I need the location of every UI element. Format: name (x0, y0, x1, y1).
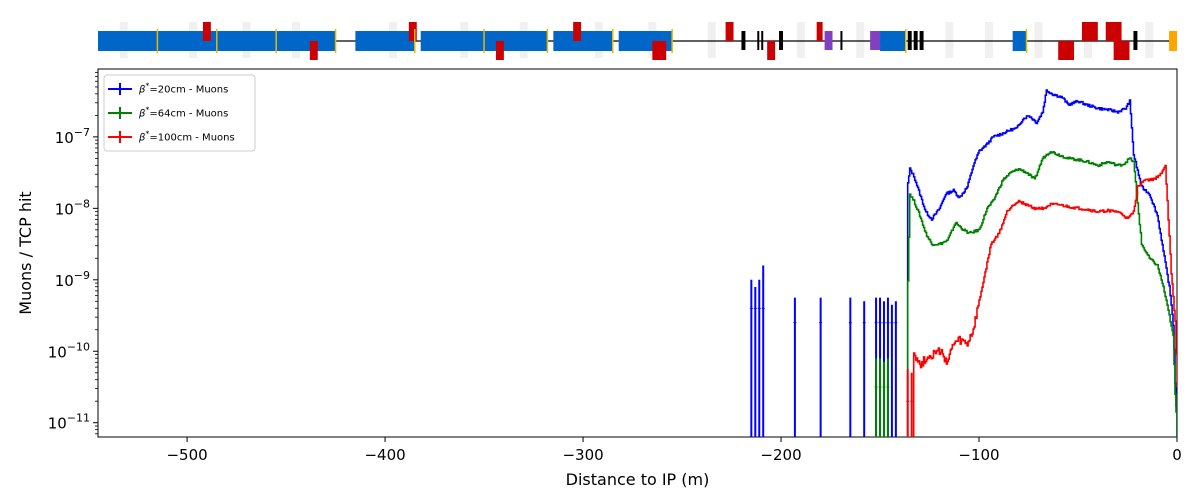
beamline-element-red (495, 41, 504, 60)
beamline-spacer (856, 22, 865, 58)
beamline-layout-strip (98, 22, 1177, 60)
legend-beta: β (138, 133, 146, 144)
y-tick-exponent: −9 (74, 269, 90, 282)
y-axis-label: Muons / TCP hit (16, 191, 35, 314)
y-tick-base: 10 (55, 200, 74, 218)
y-tick-base: 10 (55, 272, 74, 290)
legend-text: =20cm - Muons (149, 85, 228, 96)
beamline-element-blue (484, 31, 548, 51)
beamline-spacer (984, 22, 993, 58)
x-axis: −500 −400 −300 −200 −100 0 (166, 437, 1182, 464)
beamline-element-black (757, 31, 760, 50)
legend-item: β*=20cm - Muons (108, 82, 228, 96)
beamline-element-red (1058, 41, 1075, 60)
beamline-element-orange (1169, 31, 1177, 51)
beamline-spacer (796, 22, 805, 58)
beamline-element-blue (420, 31, 485, 51)
y-tick-exponent: −11 (67, 412, 90, 425)
beamline-element-blue (214, 31, 277, 51)
beamline-spacer (1034, 22, 1043, 58)
y-tick-label: 10−7 (55, 126, 90, 147)
y-tick-label: 10−11 (48, 412, 90, 433)
x-tick-label: −100 (958, 446, 999, 464)
beamline-spacer (1145, 22, 1154, 58)
beamline-element-black (779, 31, 784, 50)
beamline-element-blue (98, 31, 158, 51)
legend-star: * (145, 130, 149, 139)
beamline-element-red (202, 22, 211, 41)
beamline-element-purple (824, 31, 833, 50)
beamline-element-purple (870, 31, 881, 50)
beamline-element-red (408, 22, 417, 41)
beamline-element-red (1113, 41, 1130, 60)
legend-item: β*=100cm - Muons (108, 130, 235, 144)
beamline-element-black (761, 31, 764, 50)
series-line (906, 89, 1177, 437)
beamline-element-blue (1012, 31, 1027, 51)
legend-label: β*=100cm - Muons (138, 130, 235, 144)
beamline-element-red (816, 22, 823, 41)
y-tick-label: 10−10 (48, 340, 90, 361)
beamline-element-black (907, 31, 912, 50)
beamline-element-black (840, 31, 843, 50)
x-tick-label: −400 (364, 446, 405, 464)
beamline-spacer (945, 22, 954, 58)
y-tick-exponent: −7 (74, 126, 90, 139)
series-layer (749, 89, 1177, 437)
legend-star: * (145, 82, 149, 91)
plot-area (97, 68, 1178, 438)
beamline-element-red (652, 41, 667, 60)
beamline-element-black (913, 31, 918, 50)
series-line (912, 164, 1177, 437)
beamline-element-black (1133, 31, 1138, 50)
y-tick-exponent: −10 (67, 340, 90, 353)
y-tick-base: 10 (48, 343, 67, 361)
beamline-element-blue (553, 31, 613, 51)
x-tick-label: −500 (166, 446, 207, 464)
x-tick-label: −200 (760, 446, 801, 464)
beamline-element-blue (880, 31, 906, 51)
series-group (749, 89, 1177, 437)
series-1 (874, 151, 1177, 437)
x-axis-label: Distance to IP (m) (566, 470, 710, 489)
y-tick-base: 10 (48, 415, 67, 433)
legend-beta: β (138, 109, 146, 120)
beamline-element-red (767, 41, 776, 60)
legend-box (103, 74, 256, 152)
legend-label: β*=20cm - Muons (138, 82, 228, 96)
y-tick-label: 10−8 (55, 197, 90, 218)
beamline-element-red (309, 41, 318, 60)
beamline-element-red (1105, 22, 1122, 41)
legend-label: β*=64cm - Muons (138, 106, 228, 120)
legend-beta: β (138, 85, 146, 96)
legend-item: β*=64cm - Muons (108, 106, 228, 120)
beamline-element-red (573, 22, 582, 41)
series-line (906, 151, 1177, 437)
legend-star: * (145, 106, 149, 115)
beamline-element-blue (355, 31, 415, 51)
y-tick-exponent: −8 (74, 197, 90, 210)
x-tick-label: 0 (1172, 446, 1182, 464)
beamline-spacer (707, 22, 716, 58)
legend-text: =64cm - Muons (149, 109, 228, 120)
beamline-element-red (725, 22, 734, 41)
beamline-element-blue (157, 31, 217, 51)
series-2 (906, 164, 1177, 437)
beamline-element-black (919, 31, 924, 50)
y-tick-label: 10−9 (55, 269, 90, 290)
legend-text: =100cm - Muons (149, 133, 234, 144)
y-tick-base: 10 (55, 129, 74, 147)
beamline-element-blue (276, 31, 336, 51)
beamline-element-black (741, 31, 746, 50)
x-tick-label: −300 (562, 446, 603, 464)
beamline-element-red (1081, 22, 1098, 41)
